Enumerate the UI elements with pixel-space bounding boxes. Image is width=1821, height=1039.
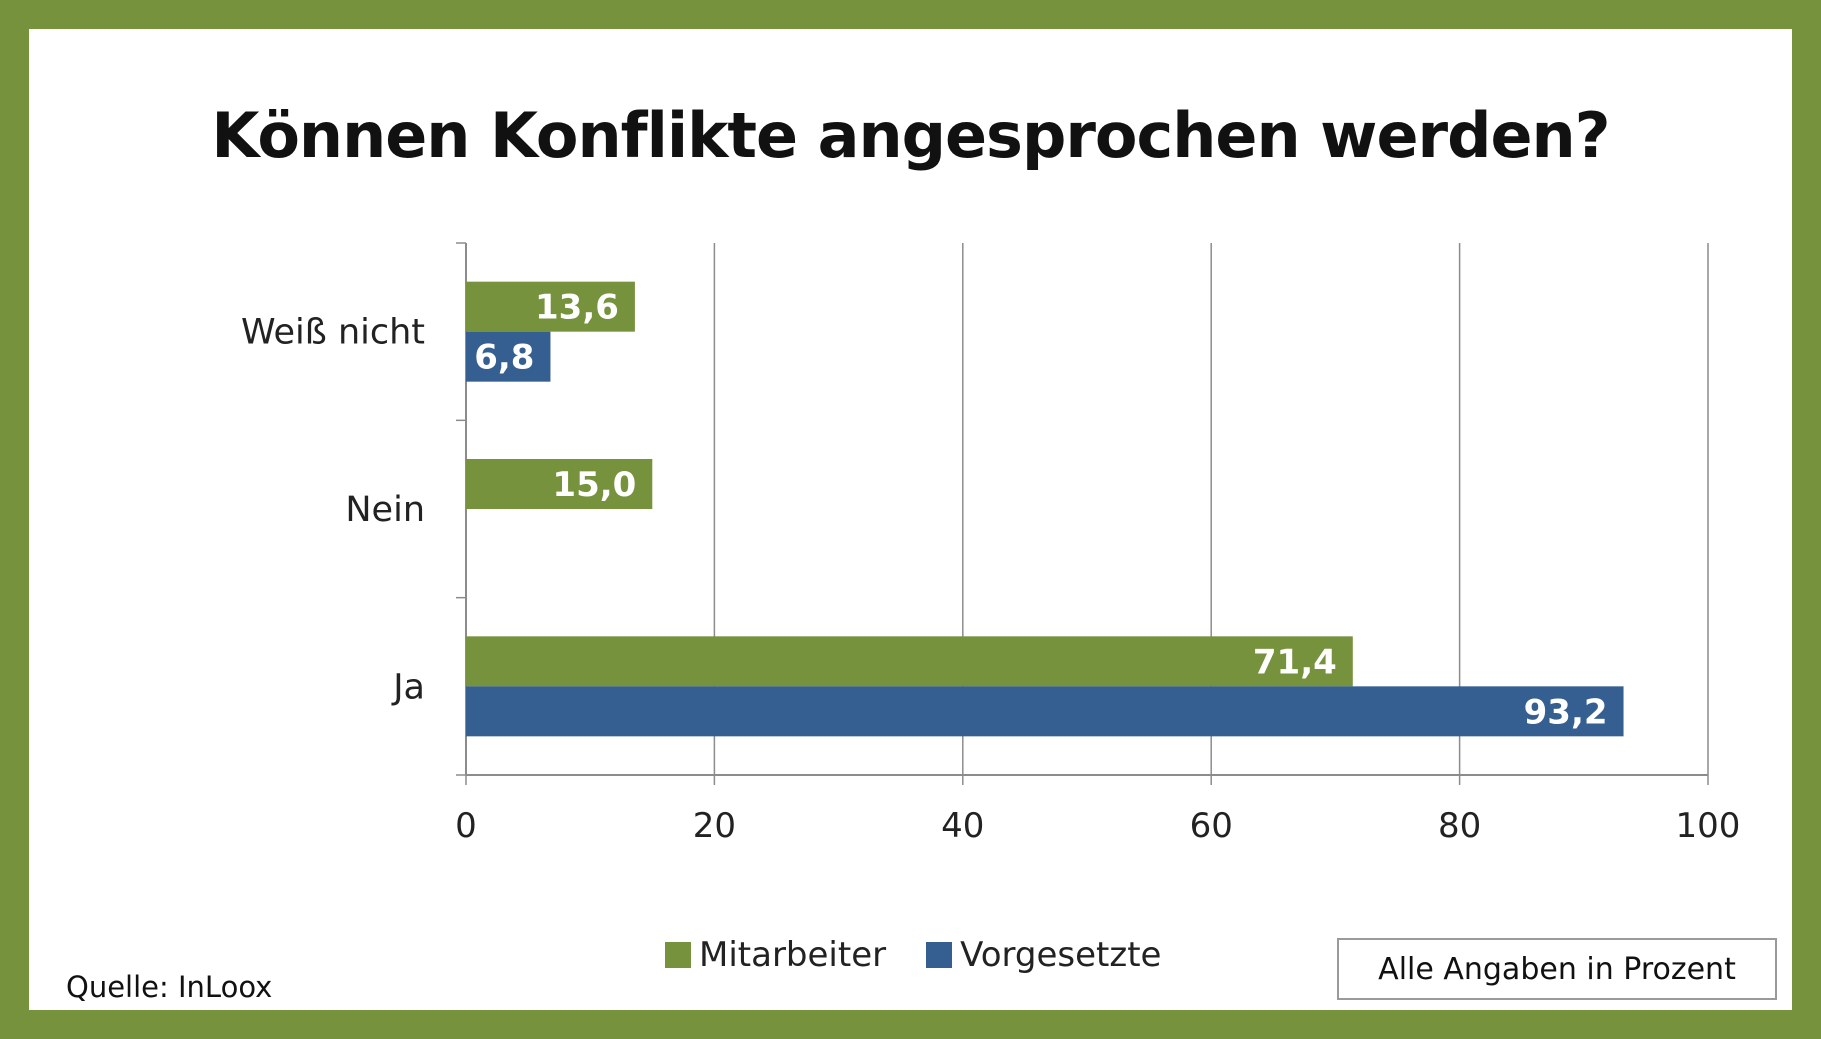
category-label-ja: Ja bbox=[391, 667, 425, 707]
chart-title: Können Konflikte angesprochen werden? bbox=[211, 99, 1610, 172]
bar-vorgesetzte-ja bbox=[466, 686, 1624, 737]
x-tick-label-80: 80 bbox=[1438, 806, 1481, 846]
legend-label-mitarbeiter: Mitarbeiter bbox=[699, 935, 887, 975]
data-label-vorgesetzte-wei-nicht: 6,8 bbox=[474, 338, 534, 378]
source-label: Quelle: InLoox bbox=[66, 970, 273, 1004]
legend-item-vorgesetzte: Vorgesetzte bbox=[926, 935, 1161, 975]
data-label-mitarbeiter-ja: 71,4 bbox=[1253, 642, 1337, 682]
unit-note-box: Alle Angaben in Prozent bbox=[1337, 938, 1777, 1000]
bar-vorgesetzte-wei-nicht bbox=[466, 331, 551, 382]
legend-label-vorgesetzte: Vorgesetzte bbox=[960, 935, 1162, 975]
unit-note-text: Alle Angaben in Prozent bbox=[1378, 951, 1736, 987]
category-label-nein: Nein bbox=[345, 490, 425, 530]
bar-mitarbeiter-wei-nicht bbox=[466, 281, 635, 332]
x-tick-label-0: 0 bbox=[455, 806, 477, 846]
legend-item-mitarbeiter: Mitarbeiter bbox=[665, 935, 886, 975]
x-tick-label-40: 40 bbox=[941, 806, 984, 846]
chart-panel: Können Konflikte angesprochen werden? bbox=[29, 29, 1792, 1010]
data-label-mitarbeiter-nein: 15,0 bbox=[552, 465, 636, 505]
x-tick-label-60: 60 bbox=[1190, 806, 1233, 846]
category-label-wei-nicht: Weiß nicht bbox=[241, 313, 425, 353]
bar-mitarbeiter-ja bbox=[466, 636, 1353, 687]
legend-swatch-mitarbeiter bbox=[665, 942, 691, 968]
x-tick-label-20: 20 bbox=[693, 806, 736, 846]
legend-swatch-vorgesetzte bbox=[926, 942, 953, 968]
data-label-vorgesetzte-ja: 93,2 bbox=[1524, 692, 1608, 732]
legend: Mitarbeiter Vorgesetzte bbox=[665, 933, 1187, 977]
data-label-mitarbeiter-wei-nicht: 13,6 bbox=[535, 288, 619, 328]
bar-mitarbeiter-nein bbox=[466, 459, 653, 509]
x-tick-label-100: 100 bbox=[1676, 806, 1741, 846]
